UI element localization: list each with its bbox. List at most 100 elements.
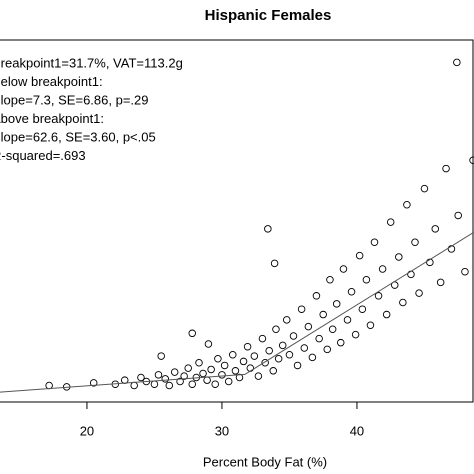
point — [300, 344, 309, 352]
point — [150, 380, 159, 388]
point — [407, 270, 415, 279]
point — [351, 330, 360, 339]
point — [337, 338, 345, 347]
point — [395, 253, 403, 261]
point — [239, 357, 248, 366]
point — [374, 292, 383, 300]
point — [188, 329, 196, 338]
fit-line — [0, 231, 474, 393]
point — [218, 371, 226, 379]
point — [382, 310, 391, 319]
point — [265, 346, 273, 355]
x-axis-label: Percent Body Fat (%) — [203, 454, 327, 469]
point — [170, 368, 179, 376]
point — [442, 164, 450, 173]
point — [207, 365, 215, 374]
point — [220, 361, 229, 370]
point — [454, 211, 462, 220]
point — [214, 354, 222, 363]
point — [272, 325, 280, 334]
point — [315, 334, 323, 343]
x-tick-label: 40 — [350, 423, 364, 438]
point — [254, 372, 263, 380]
point — [180, 372, 188, 380]
point — [274, 354, 283, 363]
annotation: Below breakpoint1: — [0, 74, 103, 89]
point — [403, 200, 411, 209]
chart-title: Hispanic Females — [205, 7, 332, 24]
point — [347, 288, 356, 296]
point — [282, 316, 291, 324]
point — [386, 218, 395, 226]
point — [431, 225, 440, 233]
annotation: R-squared=.693 — [0, 148, 86, 163]
point — [231, 367, 240, 375]
point — [297, 305, 306, 313]
point — [161, 375, 169, 383]
point — [308, 353, 317, 362]
point — [358, 305, 367, 313]
point — [188, 380, 196, 388]
point — [45, 381, 53, 390]
point — [323, 345, 332, 354]
point — [411, 238, 419, 246]
point — [269, 367, 277, 375]
point — [332, 300, 341, 308]
point — [89, 379, 98, 387]
point — [415, 289, 423, 297]
point — [270, 259, 279, 268]
point — [246, 364, 255, 372]
point — [319, 310, 327, 319]
point — [195, 359, 203, 367]
point — [211, 380, 219, 388]
point — [285, 350, 294, 359]
point — [199, 369, 207, 378]
point — [157, 352, 165, 360]
annotation: Slope=62.6, SE=3.60, p<.05 — [0, 129, 156, 144]
point — [130, 381, 138, 390]
point — [312, 292, 321, 300]
point — [420, 184, 429, 193]
point — [343, 316, 352, 324]
point — [453, 58, 461, 67]
plot-frame — [0, 39, 474, 403]
point — [328, 325, 337, 334]
x-tick-label: 30 — [215, 423, 229, 438]
point — [355, 251, 364, 260]
x-tick-label: 20 — [80, 423, 94, 438]
point — [399, 298, 407, 307]
point — [461, 267, 469, 276]
point — [235, 373, 244, 382]
annotation: Slope=7.3, SE=6.86, p=.29 — [0, 92, 149, 107]
point — [304, 322, 313, 331]
point — [228, 350, 237, 359]
point — [264, 225, 272, 233]
point — [176, 377, 184, 386]
point — [258, 334, 267, 343]
point — [469, 156, 474, 165]
point — [293, 361, 302, 370]
point — [436, 278, 445, 287]
point — [362, 275, 371, 284]
point — [378, 265, 387, 273]
point — [154, 371, 163, 379]
point — [278, 341, 287, 350]
point — [204, 340, 213, 348]
point — [243, 342, 252, 351]
point — [370, 238, 379, 246]
point — [184, 364, 192, 372]
point — [326, 275, 334, 284]
point — [137, 373, 145, 382]
point — [366, 321, 375, 330]
annotation: Above breakpoint1: — [0, 111, 104, 126]
annotation: Breakpoint1=31.7%, VAT=113.2g — [0, 55, 183, 70]
point — [224, 377, 233, 386]
point — [250, 352, 259, 360]
point — [203, 376, 211, 384]
point — [339, 265, 348, 273]
point — [261, 359, 269, 367]
point — [165, 381, 174, 390]
point — [289, 332, 298, 340]
